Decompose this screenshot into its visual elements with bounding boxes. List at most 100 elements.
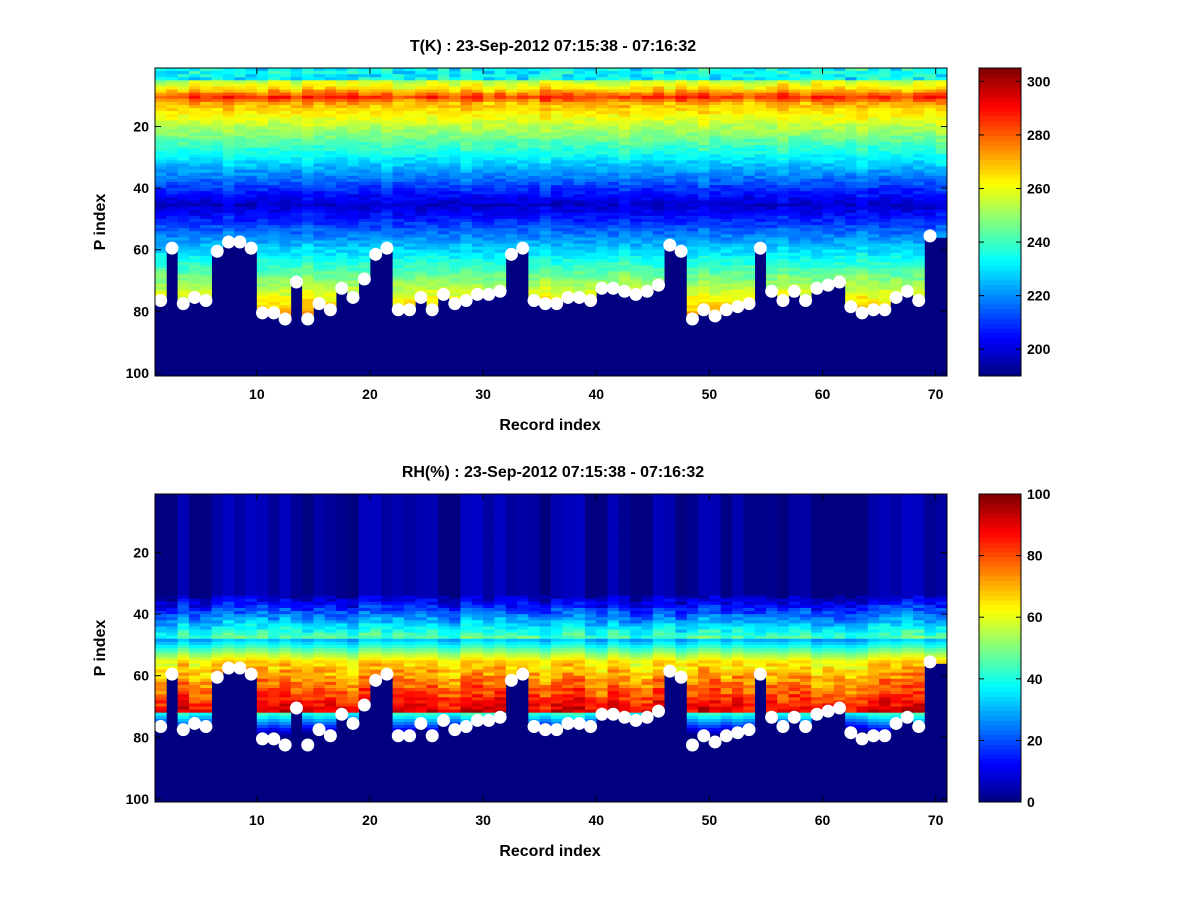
heat-cell [539, 249, 552, 254]
heat-cell [573, 80, 586, 84]
heat-cell [777, 104, 789, 109]
heat-cell [426, 191, 439, 195]
heat-cell [279, 194, 292, 198]
heat-cell [607, 71, 620, 75]
heat-cell [471, 222, 484, 226]
heat-cell [539, 101, 552, 106]
heat-cell [913, 191, 925, 195]
heat-cell [324, 101, 337, 106]
heat-cell [777, 92, 789, 97]
heat-cell [641, 98, 654, 103]
heat-cell [686, 92, 699, 97]
heat-cell [256, 83, 269, 87]
heat-cell [528, 280, 541, 284]
heat-cell [652, 108, 665, 112]
heat-cell [336, 83, 348, 87]
heat-cell [765, 68, 778, 72]
heat-cell [471, 203, 484, 207]
heat-cell [290, 74, 303, 78]
heat-cell [607, 234, 620, 238]
heat-cell [799, 218, 812, 223]
heat-cell [596, 114, 608, 118]
heat-cell [867, 80, 880, 84]
heat-cell [460, 163, 473, 167]
heat-cell [901, 197, 914, 201]
heat-cell [709, 237, 722, 241]
heat-cell [234, 215, 246, 220]
heat-cell [358, 126, 371, 130]
heat-cell [584, 175, 597, 180]
heat-cell [641, 228, 654, 232]
heat-cell [166, 169, 179, 174]
heat-cell [799, 237, 812, 241]
heat-cell [539, 197, 552, 201]
heat-cell [732, 203, 744, 207]
heat-cell [358, 200, 371, 204]
heat-cell [392, 145, 405, 149]
heat-cell [788, 154, 801, 158]
heat-cell [562, 77, 575, 81]
heat-cell [155, 68, 167, 72]
heat-cell [879, 151, 891, 155]
heat-cell [392, 289, 405, 294]
heat-cell [890, 188, 903, 192]
heat-cell [811, 169, 823, 174]
heat-cell [245, 108, 258, 112]
heat-cell [573, 104, 586, 109]
heat-cell [403, 117, 416, 121]
heat-cell [879, 135, 891, 140]
heat-cell [483, 200, 495, 204]
heat-cell [268, 98, 280, 103]
heat-cell [811, 101, 823, 106]
heat-cell [765, 255, 778, 260]
heat-cell [528, 203, 541, 207]
heat-cell [528, 185, 541, 189]
heat-cell [155, 191, 167, 195]
heat-cell [901, 148, 914, 152]
heat-cell [279, 271, 292, 275]
heat-cell [732, 132, 744, 137]
heat-cell [483, 237, 495, 241]
heat-cell [358, 117, 371, 121]
heat-cell [539, 225, 552, 229]
heat-cell [901, 194, 914, 198]
heat-cell [901, 108, 914, 112]
heat-cell [743, 178, 756, 183]
heat-cell [856, 71, 869, 75]
heat-cell [392, 98, 405, 103]
heat-cell [551, 243, 563, 248]
heat-cell [256, 194, 269, 198]
heat-cell [562, 114, 575, 118]
heat-cell [279, 299, 292, 303]
heat-cell [369, 181, 382, 186]
heat-cell [833, 154, 846, 158]
heat-cell [188, 228, 201, 232]
heat-cell [720, 83, 733, 87]
heat-cell [381, 203, 393, 207]
heat-cell [641, 178, 654, 183]
heat-cell [652, 231, 665, 235]
heat-cell [392, 252, 405, 257]
heat-cell [856, 154, 869, 158]
heat-cell [437, 228, 450, 232]
heat-cell [584, 231, 597, 235]
heat-cell [833, 206, 846, 211]
heat-cell [302, 194, 314, 198]
heat-cell [256, 215, 269, 220]
heat-cell [732, 280, 744, 284]
heat-cell [256, 101, 269, 106]
heat-cell [777, 277, 789, 281]
heat-cell [799, 126, 812, 130]
heat-cell [279, 255, 292, 260]
heat-cell [528, 262, 541, 266]
heat-cell [336, 104, 348, 109]
heat-cell [641, 203, 654, 207]
heat-cell [743, 148, 756, 152]
heat-cell [483, 280, 495, 284]
heat-cell [720, 277, 733, 281]
heat-cell [494, 222, 507, 226]
heat-cell [347, 117, 360, 121]
heat-cell [505, 77, 518, 81]
heat-cell [268, 200, 280, 204]
heat-cell [618, 160, 631, 164]
